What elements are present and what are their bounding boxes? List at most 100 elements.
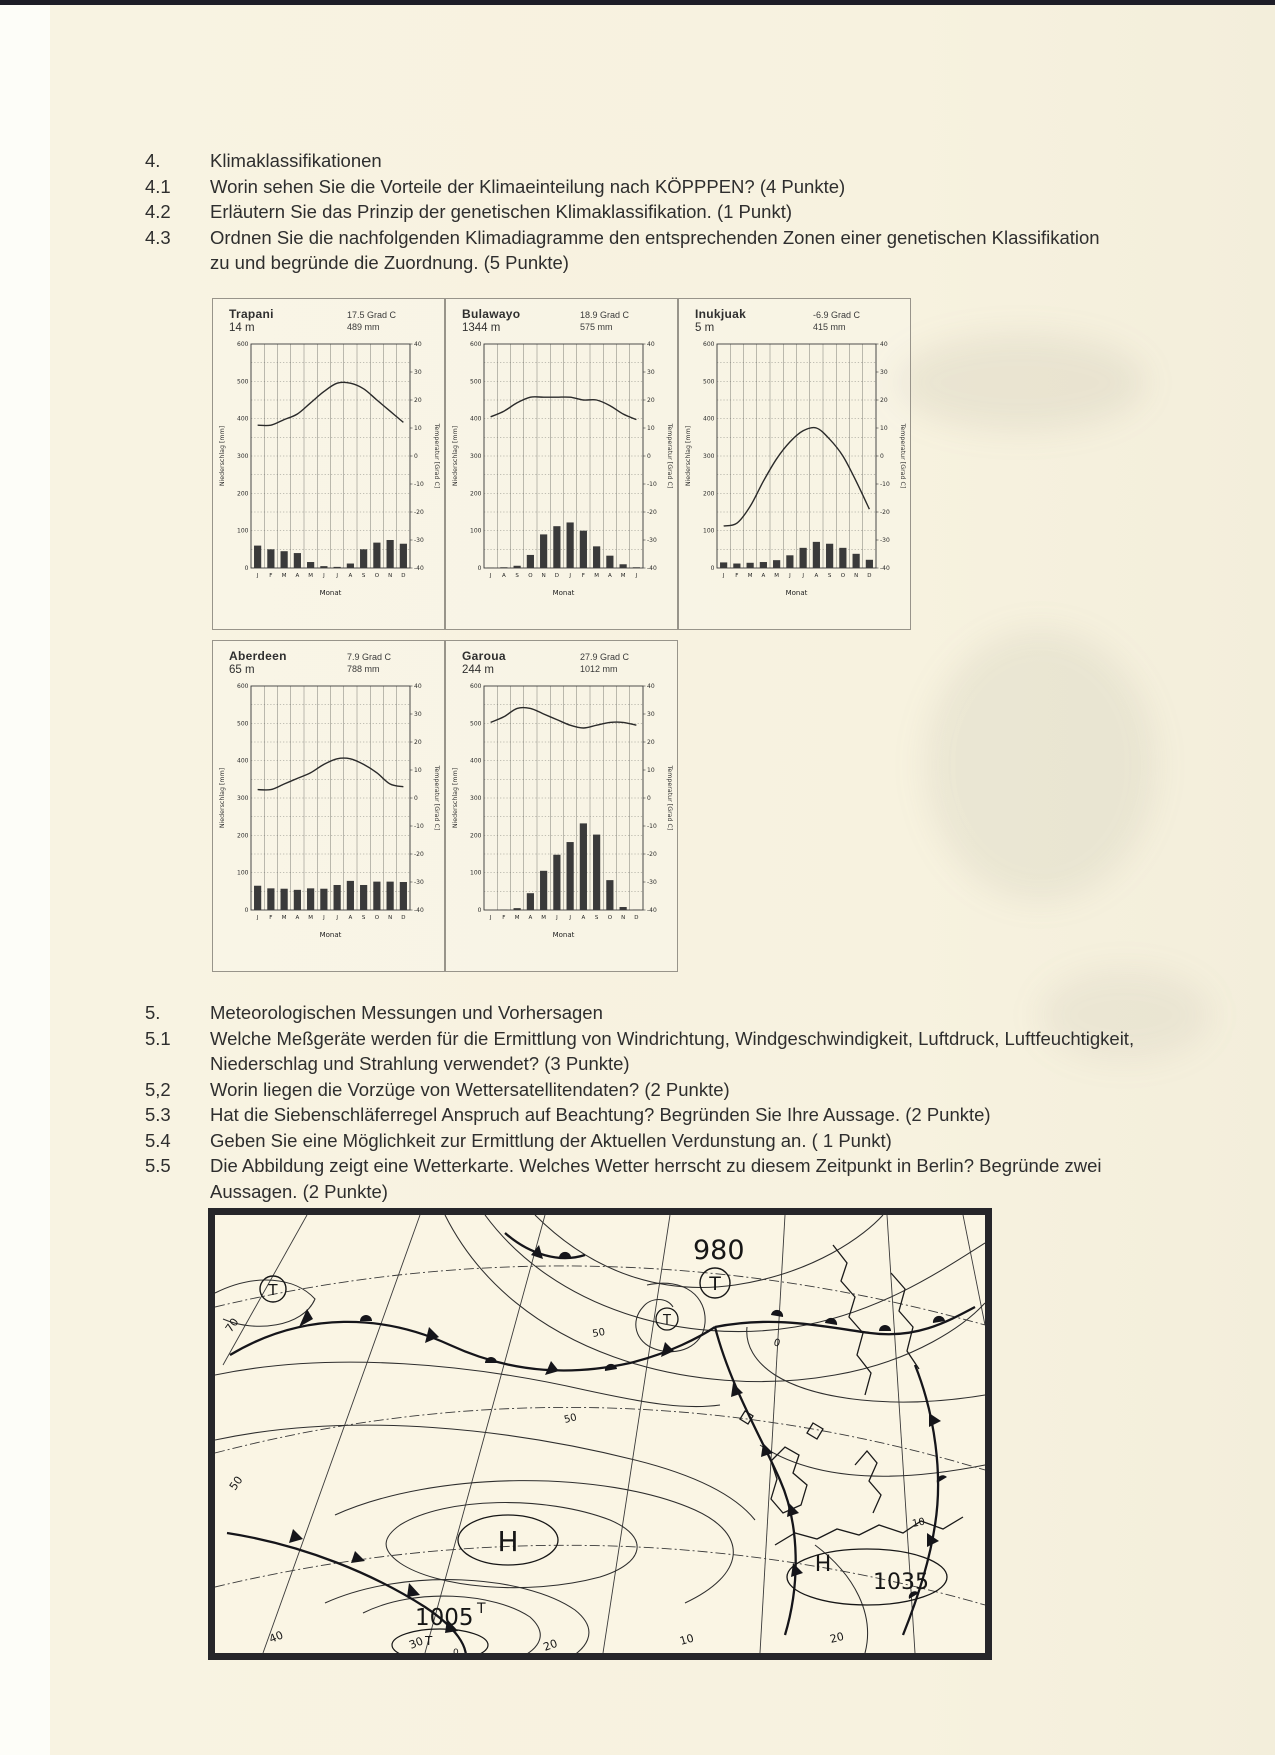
- section-4-heading: 4. Klimaklassifikationen: [145, 148, 1110, 174]
- question-4-3: 4.3 Ordnen Sie die nachfolgenden Klimadi…: [145, 225, 1110, 276]
- svg-text:J: J: [801, 573, 804, 579]
- station-mean-temp: 7.9 Grad C: [347, 652, 392, 662]
- longitude-30: 30: [407, 1634, 425, 1651]
- station-name: Bulawayo: [462, 307, 521, 321]
- svg-text:0: 0: [478, 907, 482, 914]
- svg-text:500: 500: [237, 378, 249, 385]
- question-text: Hat die Siebenschläferregel Anspruch auf…: [210, 1104, 991, 1125]
- low-sw-symbol-2: T: [424, 1634, 433, 1648]
- station-mean-temp: 17.5 Grad C: [347, 310, 397, 320]
- svg-text:20: 20: [880, 397, 888, 404]
- svg-text:M: M: [282, 573, 287, 579]
- svg-text:Monat: Monat: [320, 931, 342, 939]
- isobar-label-50: 50: [227, 1474, 246, 1493]
- climate-diagrams-row-2: Aberdeen 65 m 7.9 Grad C 788 mm 0 100 200 300 40…: [212, 640, 678, 972]
- low-sw-zero: 0: [453, 1648, 459, 1653]
- question-text: Welche Meßgeräte werden für die Ermittlu…: [210, 1027, 1135, 1075]
- svg-text:J: J: [322, 915, 325, 921]
- svg-text:M: M: [594, 573, 599, 579]
- svg-text:D: D: [401, 915, 405, 921]
- svg-text:J: J: [568, 573, 571, 579]
- map-labels: 980 T T T H H 1035 1005 T T 0 70 50 50 5…: [223, 1235, 948, 1653]
- item-number: 4.1: [145, 175, 171, 197]
- svg-text:A: A: [761, 573, 765, 579]
- svg-text:600: 600: [237, 341, 249, 348]
- svg-text:600: 600: [470, 341, 482, 348]
- svg-text:10: 10: [647, 767, 655, 774]
- svg-text:-30: -30: [647, 537, 657, 544]
- section-4: 4. Klimaklassifikationen 4.1 Worin sehen…: [145, 148, 1110, 276]
- svg-text:500: 500: [703, 378, 715, 385]
- svg-text:M: M: [515, 915, 520, 921]
- svg-text:-30: -30: [880, 537, 890, 544]
- item-number: 5,2: [145, 1078, 171, 1100]
- section-5: 5. Meteorologischen Messungen und Vorher…: [145, 1000, 1160, 1204]
- station-mean-temp: 27.9 Grad C: [580, 652, 630, 662]
- svg-text:J: J: [335, 915, 338, 921]
- svg-text:600: 600: [237, 683, 249, 690]
- svg-text:A: A: [581, 915, 585, 921]
- svg-text:-20: -20: [414, 851, 424, 858]
- isobar-label-50-up: 50: [592, 1327, 606, 1340]
- svg-text:-40: -40: [647, 565, 657, 572]
- isobars: [215, 1215, 985, 1653]
- low-symbol-center: T: [662, 1313, 671, 1328]
- svg-text:500: 500: [470, 720, 482, 727]
- svg-text:100: 100: [237, 528, 249, 535]
- longitude-20e: 20: [829, 1630, 846, 1646]
- svg-text:F: F: [582, 573, 585, 579]
- svg-text:J: J: [256, 915, 259, 921]
- svg-text:100: 100: [470, 870, 482, 877]
- svg-text:0: 0: [245, 565, 249, 572]
- climate-diagram-header: Trapani 14 m 17.5 Grad C 489 mm: [213, 299, 444, 334]
- svg-text:A: A: [348, 915, 352, 921]
- svg-text:0: 0: [245, 907, 249, 914]
- svg-text:Niederschlag [mm]: Niederschlag [mm]: [219, 426, 226, 486]
- question-4-2: 4.2 Erläutern Sie das Prinzip der geneti…: [145, 199, 1110, 225]
- station-name: Inukjuak: [695, 307, 747, 321]
- svg-text:30: 30: [880, 369, 888, 376]
- svg-text:J: J: [256, 573, 259, 579]
- svg-text:J: J: [635, 573, 638, 579]
- svg-text:10: 10: [880, 425, 888, 432]
- svg-text:J: J: [555, 915, 558, 921]
- svg-text:Monat: Monat: [553, 931, 575, 939]
- svg-text:-10: -10: [880, 481, 890, 488]
- svg-text:Temperatur [Grad C]: Temperatur [Grad C]: [433, 423, 440, 489]
- longitude-20: 20: [542, 1637, 560, 1653]
- svg-text:-10: -10: [647, 823, 657, 830]
- svg-text:M: M: [748, 573, 753, 579]
- svg-text:N: N: [621, 915, 625, 921]
- graticule-meridians: [222, 1215, 985, 1653]
- svg-text:20: 20: [414, 397, 422, 404]
- svg-text:400: 400: [703, 416, 715, 423]
- svg-text:-20: -20: [880, 509, 890, 516]
- question-5-3: 5.3 Hat die Siebenschläferregel Anspruch…: [145, 1102, 1160, 1128]
- svg-text:Niederschlag [mm]: Niederschlag [mm]: [452, 768, 459, 828]
- svg-text:500: 500: [470, 378, 482, 385]
- svg-text:40: 40: [414, 341, 422, 348]
- graticule-parallels: [215, 1265, 985, 1606]
- svg-text:0: 0: [414, 795, 418, 802]
- svg-text:Temperatur [Grad C]: Temperatur [Grad C]: [899, 423, 906, 489]
- station-altitude: 65 m: [229, 664, 255, 676]
- svg-text:J: J: [788, 573, 791, 579]
- svg-text:400: 400: [237, 758, 249, 765]
- question-text: Worin sehen Sie die Vorteile der Klimaei…: [210, 175, 846, 197]
- svg-text:N: N: [388, 915, 392, 921]
- svg-text:S: S: [362, 915, 366, 921]
- svg-text:600: 600: [703, 341, 715, 348]
- svg-text:F: F: [269, 573, 272, 579]
- svg-text:J: J: [722, 573, 725, 579]
- station-name: Trapani: [229, 307, 274, 321]
- station-mean-temp: -6.9 Grad C: [813, 310, 861, 320]
- station-annual-precip: 1012 mm: [580, 664, 618, 674]
- svg-text:100: 100: [470, 528, 482, 535]
- low-symbol: T: [708, 1273, 721, 1295]
- svg-text:O: O: [841, 573, 846, 579]
- svg-text:N: N: [542, 573, 546, 579]
- question-text: Ordnen Sie die nachfolgenden Klimadiagra…: [210, 226, 1100, 274]
- svg-text:20: 20: [647, 739, 655, 746]
- svg-text:J: J: [322, 573, 325, 579]
